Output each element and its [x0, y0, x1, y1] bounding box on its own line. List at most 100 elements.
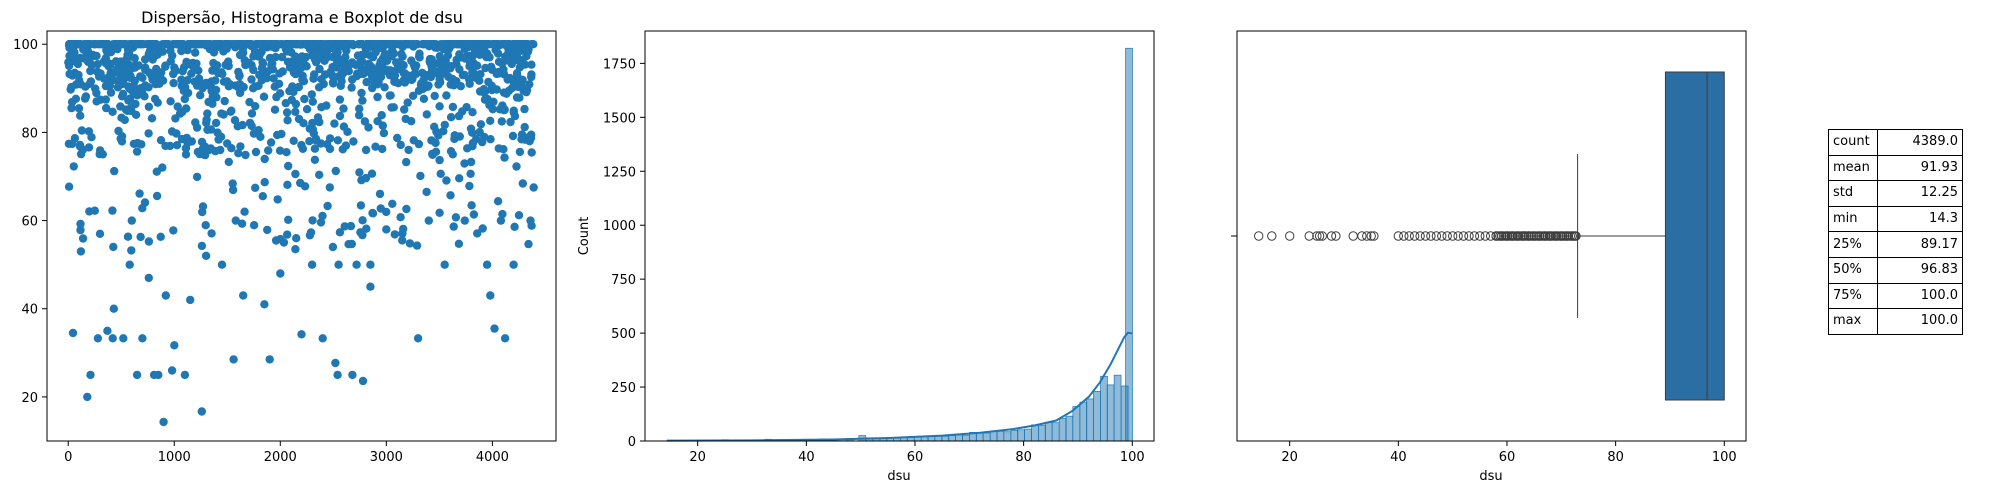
- scatter-point: [334, 260, 343, 269]
- scatter-point: [201, 251, 211, 260]
- scatter-point: [284, 161, 293, 171]
- scatter-point: [126, 65, 135, 74]
- scatter-point: [403, 98, 412, 107]
- scatter-point: [165, 141, 175, 151]
- scatter-point: [164, 40, 173, 49]
- scatter-point: [108, 75, 118, 84]
- scatter-point: [166, 46, 175, 55]
- scatter-point: [509, 260, 518, 269]
- scatter-point: [407, 75, 416, 85]
- scatter-point: [440, 260, 449, 269]
- scatter-point: [442, 176, 451, 185]
- scatter-point: [67, 82, 76, 92]
- scatter-point: [211, 42, 220, 51]
- boxplot-outlier: [1348, 231, 1358, 241]
- histogram-bar: [1125, 47, 1133, 442]
- scatter-point: [131, 99, 140, 109]
- scatter-point: [500, 334, 510, 343]
- scatter-point: [101, 54, 111, 63]
- scatter-point: [331, 358, 340, 368]
- scatter-point: [428, 149, 437, 159]
- scatter-point: [211, 76, 220, 85]
- scatter-point: [173, 102, 182, 111]
- scatter-point: [294, 82, 303, 92]
- scatter-point: [466, 157, 476, 167]
- scatter-point: [86, 370, 95, 380]
- scatter-point: [241, 60, 250, 70]
- boxplot-outlier: [1442, 231, 1452, 241]
- boxplot-outlier: [1362, 231, 1372, 241]
- histogram-bar: [1106, 384, 1115, 442]
- scatter-point: [367, 169, 377, 178]
- scatter-point: [379, 128, 389, 138]
- scatter-point: [524, 239, 533, 249]
- scatter-point: [114, 126, 123, 136]
- scatter-point: [462, 40, 472, 49]
- scatter-point: [382, 207, 391, 217]
- scatter-point: [441, 68, 450, 77]
- scatter-point: [400, 105, 409, 114]
- scatter-point: [259, 92, 269, 101]
- scatter-point: [309, 74, 318, 83]
- scatter-point: [124, 96, 133, 105]
- histogram-y-axis: 0 250 500 750 1000 1250 1500 1750: [603, 57, 645, 450]
- scatter-point: [308, 40, 317, 49]
- scatter-point: [287, 95, 296, 105]
- scatter-point: [144, 102, 154, 112]
- scatter-point: [487, 62, 496, 72]
- scatter-point: [101, 81, 111, 91]
- scatter-point: [271, 52, 280, 62]
- histogram-bar: [1003, 431, 1012, 442]
- y-tick-label: 40: [21, 303, 38, 318]
- x-tick-label: 60: [1499, 450, 1516, 465]
- scatter-point: [76, 225, 85, 235]
- boxplot-outlier: [1369, 231, 1379, 241]
- scatter-plot-frame: [46, 30, 557, 442]
- scatter-point: [80, 94, 90, 103]
- scatter-point: [77, 126, 87, 135]
- scatter-point: [375, 189, 385, 199]
- scatter-point: [120, 40, 129, 49]
- scatter-point: [473, 229, 482, 238]
- scatter-point: [151, 74, 160, 83]
- scatter-point: [65, 51, 74, 60]
- boxplot-outlier: [1409, 231, 1420, 241]
- scatter-point: [317, 54, 327, 63]
- scatter-point: [369, 40, 378, 49]
- scatter-point: [386, 40, 396, 49]
- scatter-point: [273, 195, 282, 204]
- scatter-point: [224, 57, 233, 66]
- scatter-point: [207, 229, 216, 238]
- scatter-point: [119, 334, 128, 343]
- scatter-point: [353, 51, 363, 60]
- scatter-point: [503, 55, 512, 64]
- y-tick-label: 1750: [603, 57, 636, 72]
- scatter-point: [314, 83, 324, 92]
- scatter-point: [260, 178, 269, 187]
- scatter-point: [422, 40, 431, 49]
- x-tick-label: 2000: [264, 450, 297, 465]
- scatter-point: [357, 88, 366, 98]
- scatter-point: [150, 51, 160, 60]
- scatter-point: [443, 51, 453, 60]
- scatter-point: [72, 54, 81, 64]
- stats-value: 100.0: [1877, 308, 1963, 335]
- scatter-point: [138, 73, 147, 83]
- scatter-point: [414, 52, 424, 61]
- y-tick-label: 80: [21, 126, 38, 141]
- scatter-point: [285, 40, 295, 49]
- scatter-point: [389, 103, 398, 112]
- scatter-point: [430, 91, 439, 101]
- histogram-bar: [962, 434, 970, 442]
- scatter-point: [130, 76, 139, 86]
- scatter-point: [362, 77, 371, 87]
- scatter-point: [394, 79, 403, 88]
- scatter-point: [526, 216, 535, 225]
- scatter-point: [486, 116, 495, 126]
- x-tick-label: 40: [1390, 450, 1407, 465]
- histogram-x-axis: 20 40 60 80 100: [689, 441, 1145, 465]
- scatter-point: [161, 62, 170, 71]
- scatter-point: [490, 324, 499, 333]
- scatter-point: [486, 291, 495, 300]
- scatter-point: [209, 58, 218, 68]
